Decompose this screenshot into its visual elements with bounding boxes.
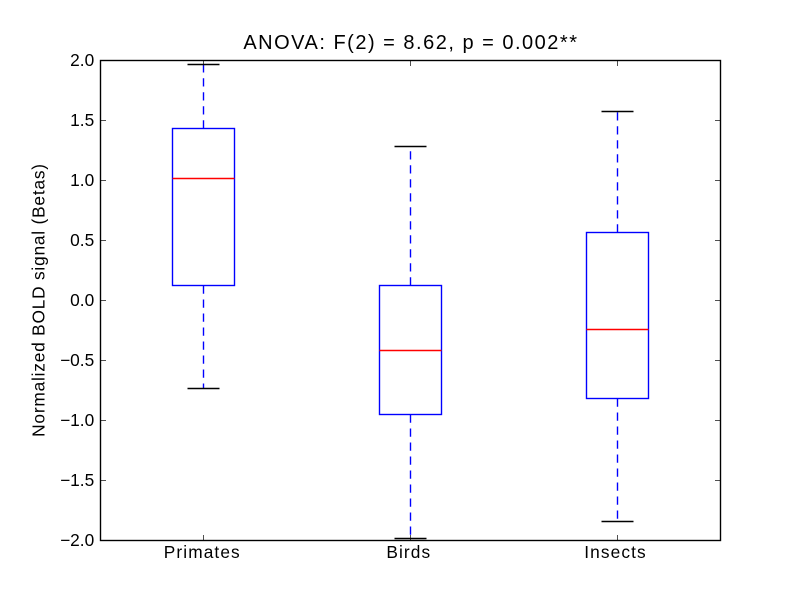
svg-text:−1.0: −1.0 [60,410,94,430]
svg-text:2.0: 2.0 [70,50,94,70]
svg-text:Birds: Birds [386,542,431,562]
svg-text:−2.0: −2.0 [60,530,94,550]
svg-text:0.5: 0.5 [70,230,94,250]
svg-text:Normalized BOLD signal (Betas): Normalized BOLD signal (Betas) [28,163,48,437]
svg-text:1.0: 1.0 [70,170,94,190]
svg-text:Primates: Primates [164,542,241,562]
svg-text:1.5: 1.5 [70,110,94,130]
svg-text:Insects: Insects [584,542,646,562]
svg-text:−0.5: −0.5 [60,350,94,370]
svg-text:ANOVA: F(2) = 8.62, p = 0.002*: ANOVA: F(2) = 8.62, p = 0.002** [243,32,578,54]
svg-text:0.0: 0.0 [70,290,94,310]
svg-text:−1.5: −1.5 [60,470,94,490]
